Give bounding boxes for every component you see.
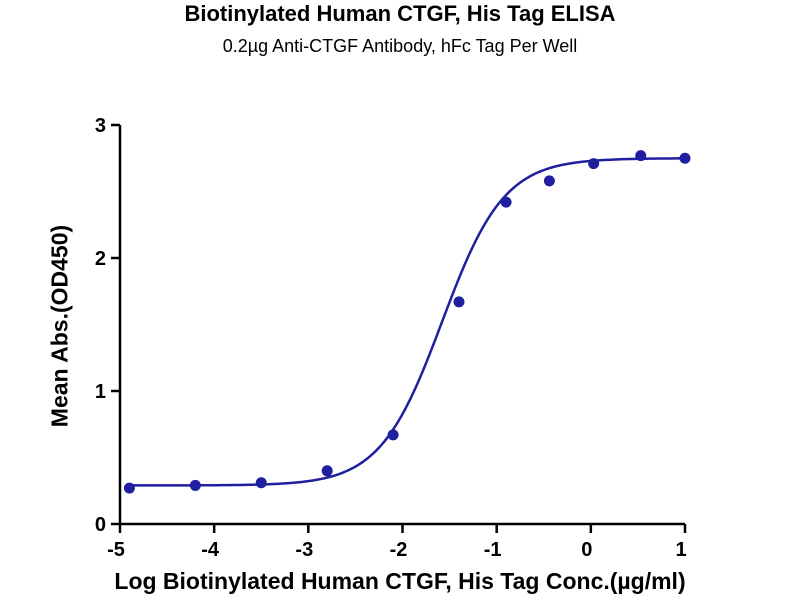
y-axis-ticks: 0 1 2 3	[95, 115, 120, 536]
y-tick-label: 3	[95, 115, 106, 137]
data-point	[123, 482, 135, 494]
data-points	[123, 150, 691, 494]
y-axis-label: Mean Abs.(OD450)	[46, 224, 73, 428]
x-tick-label: 1	[675, 539, 686, 561]
fit-curve	[129, 157, 686, 487]
data-point	[679, 152, 691, 164]
chart-title: Biotinylated Human CTGF, His Tag ELISA	[184, 1, 616, 26]
x-tick-label: -3	[295, 539, 313, 561]
data-point	[255, 477, 267, 489]
x-tick-label: -4	[201, 539, 220, 561]
data-point	[500, 196, 512, 208]
data-point	[453, 296, 465, 308]
x-axis-ticks: -5 -4 -3 -2 -1 0 1	[107, 524, 687, 561]
x-tick-label: -1	[484, 539, 502, 561]
data-point	[189, 479, 201, 491]
x-axis-label: Log Biotinylated Human CTGF, His Tag Con…	[114, 568, 686, 594]
chart-subtitle: 0.2µg Anti-CTGF Antibody, hFc Tag Per We…	[222, 36, 578, 56]
y-tick-label: 1	[95, 381, 106, 403]
x-tick-label: -2	[390, 539, 408, 561]
x-tick-label: 0	[581, 539, 592, 561]
data-point	[588, 158, 600, 170]
data-point	[635, 150, 647, 162]
x-tick-label: -5	[107, 539, 125, 561]
data-point	[543, 175, 555, 187]
y-tick-label: 2	[95, 248, 106, 270]
data-point	[387, 429, 399, 441]
y-tick-label: 0	[95, 514, 106, 536]
data-point	[321, 465, 333, 477]
